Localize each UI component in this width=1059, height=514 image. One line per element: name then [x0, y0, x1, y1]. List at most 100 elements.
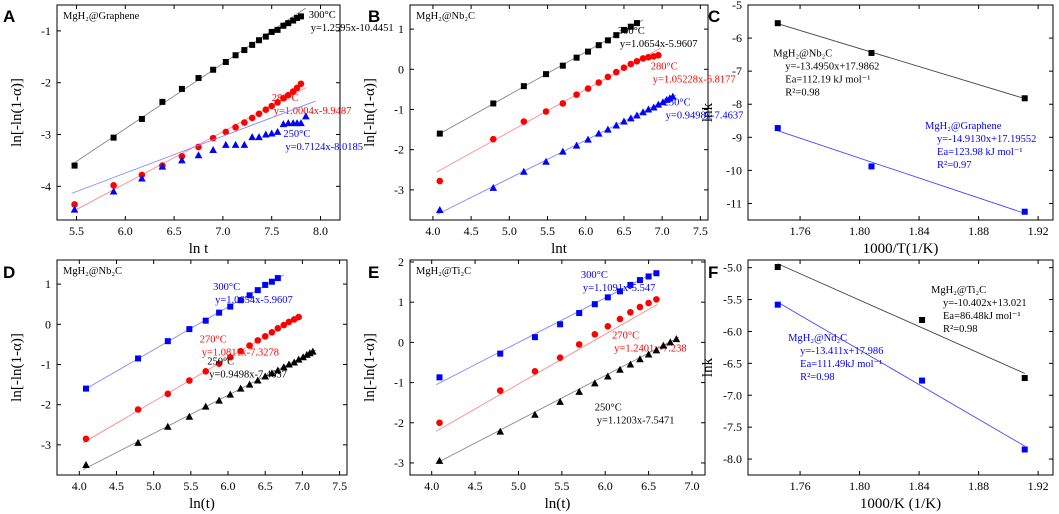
data-point — [268, 329, 276, 336]
data-point — [489, 135, 497, 143]
data-point — [268, 369, 276, 377]
data-point — [584, 85, 592, 92]
data-point — [268, 102, 275, 110]
chart-panel-f: F 1.76 1.80 1.84 1.88 1.92 -8.0 -7.5 -7.0 -6.5 -6.… — [700, 259, 1054, 512]
panel-letter: A — [3, 7, 15, 26]
annotation-line: y=-13.411x+17.986 — [800, 346, 883, 357]
series-2: 250°C y=0.9498x-7.4637 — [82, 347, 317, 471]
series-1: 280°C y=1.0004x-9.9487 — [71, 80, 351, 213]
data-point — [868, 49, 875, 56]
chart-panel-c: C 1.76 1.80 1.84 1.88 1.92 -11 -10 -9 -8 -7 -6 -5 100… — [700, 0, 1054, 257]
data-point — [255, 110, 263, 118]
data-point — [290, 17, 297, 24]
data-point — [138, 115, 145, 122]
data-point — [645, 53, 652, 61]
data-point — [520, 167, 528, 175]
data-point — [531, 368, 539, 375]
fit-line — [777, 301, 1025, 447]
x-tick-label: 4.5 — [464, 224, 479, 238]
y-tick-label: -5.0 — [723, 261, 742, 275]
x-tick-label: 5.5 — [554, 479, 569, 493]
y-axis-title: ln[-ln(1-α)] — [9, 333, 25, 402]
data-point — [273, 127, 282, 135]
y-tick-label: -8.0 — [723, 452, 742, 466]
data-point — [285, 360, 293, 368]
y-tick-label: -5 — [732, 0, 742, 12]
annotation-line: Ea=112.19 kJ mol⁻¹ — [785, 74, 870, 85]
data-point — [163, 422, 172, 430]
data-point — [201, 402, 210, 410]
data-point — [261, 333, 269, 340]
x-tick-label: 4.0 — [72, 479, 87, 493]
y-tick-label: -3 — [394, 456, 404, 470]
data-point — [559, 100, 567, 107]
data-point — [659, 341, 668, 349]
y-tick-label: -1 — [394, 102, 404, 116]
data-point — [613, 68, 620, 76]
data-point — [262, 33, 269, 40]
data-point — [645, 273, 652, 280]
data-point — [636, 303, 644, 311]
annotation-line: y=-10.402x+13.021 — [943, 298, 1027, 309]
series-temperature-label: 250°C — [283, 129, 310, 140]
data-point — [636, 277, 643, 284]
panel-title: MgH₂@Ti₂C — [416, 266, 471, 277]
data-point — [636, 355, 644, 363]
data-point — [585, 48, 592, 55]
y-axis-title: ln[-ln(1-α)] — [362, 78, 378, 147]
x-tick-label: 7.5 — [693, 224, 708, 238]
fit-line — [777, 23, 1025, 100]
data-point — [262, 281, 269, 288]
data-point — [496, 427, 505, 435]
data-point — [496, 387, 504, 394]
x-tick-label: 4.5 — [109, 479, 124, 493]
data-point — [1021, 208, 1028, 215]
series-0: 300°C y=1.0654x-5.9607 — [436, 19, 698, 137]
data-point — [164, 338, 171, 345]
data-point — [71, 201, 78, 208]
data-point — [654, 100, 663, 108]
x-tick-label: 1.84 — [909, 224, 930, 238]
data-point — [543, 71, 550, 78]
x-tick-label: 6.0 — [578, 224, 593, 238]
y-tick-label: -1 — [41, 357, 51, 371]
data-point — [274, 366, 282, 374]
data-point — [575, 341, 583, 348]
data-point — [612, 121, 621, 129]
fit-equation-label: y=0.9498x-7.4637 — [666, 110, 744, 121]
data-point — [110, 181, 117, 189]
series-1: 270°C y=1.2401x-7.238 — [435, 296, 687, 432]
data-point — [284, 119, 293, 127]
annotation-line: R²=0.98 — [800, 372, 834, 383]
y-axis-title: ln[-ln(1-α)] — [362, 333, 378, 402]
series-0: MgH₂@Ti₂C y=-10.402x+13.021 Ea=86.48kJ mol… — [774, 263, 1028, 382]
x-tick-label: 6.5 — [616, 224, 631, 238]
data-point — [591, 301, 598, 308]
data-point — [576, 310, 583, 317]
fit-equation-label: y=1.2595x-10.4451 — [311, 23, 394, 34]
data-point — [436, 374, 443, 381]
series-0: 300°C y=1.1091x-5.547 — [435, 270, 660, 386]
data-point — [308, 347, 317, 355]
data-point — [297, 80, 305, 88]
series-1: MgH₂@Nd₂C y=-13.411x+17.986 Ea=111.49kJ mo… — [774, 301, 1028, 453]
data-point — [591, 331, 599, 338]
data-point — [613, 32, 620, 39]
data-point — [82, 460, 90, 468]
data-point — [134, 438, 142, 446]
data-point — [644, 350, 653, 358]
data-point — [135, 355, 142, 362]
data-point — [70, 205, 79, 213]
y-tick-label: -10 — [726, 163, 742, 177]
series-2: 250°C y=0.7124x-8.0185 — [70, 100, 363, 213]
x-tick-label: 6.0 — [221, 479, 236, 493]
annotation-line: MgH₂@Graphene — [925, 121, 1002, 132]
series-0: MgH₂@Nb₂C y=-13.4950x+17.9862 Ea=112.19 kJ… — [773, 20, 1028, 102]
y-tick-label: 2 — [398, 255, 404, 269]
data-point — [556, 354, 564, 361]
data-point — [489, 183, 498, 191]
data-point — [435, 456, 444, 464]
data-point — [584, 135, 592, 143]
data-point — [633, 57, 641, 65]
panel-title: MgH₂@Graphene — [63, 11, 140, 22]
